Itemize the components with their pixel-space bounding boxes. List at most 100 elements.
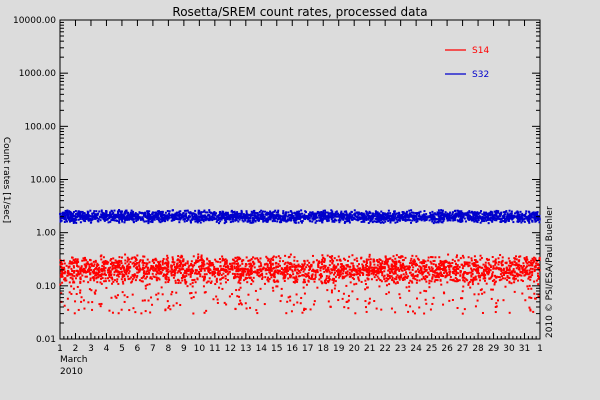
data-point bbox=[131, 215, 134, 218]
data-point bbox=[355, 282, 358, 285]
data-point bbox=[428, 282, 431, 285]
data-point bbox=[334, 284, 337, 287]
data-point bbox=[491, 279, 494, 282]
data-point bbox=[105, 210, 108, 213]
data-point-outlier bbox=[175, 291, 178, 294]
data-point bbox=[156, 218, 159, 221]
data-point bbox=[118, 271, 121, 274]
data-point bbox=[116, 273, 119, 276]
data-point bbox=[357, 211, 360, 214]
data-point bbox=[278, 270, 281, 273]
data-point bbox=[311, 211, 314, 214]
data-point bbox=[528, 269, 531, 272]
data-point bbox=[320, 273, 323, 276]
data-point bbox=[159, 221, 162, 224]
data-point bbox=[494, 274, 497, 277]
data-point bbox=[485, 268, 488, 271]
data-point bbox=[445, 217, 448, 220]
data-point bbox=[321, 275, 324, 278]
data-point-outlier bbox=[170, 293, 173, 296]
data-point bbox=[114, 267, 117, 270]
data-point bbox=[107, 261, 110, 264]
data-point bbox=[484, 211, 487, 214]
data-point bbox=[346, 220, 349, 223]
data-point bbox=[529, 214, 532, 217]
data-point bbox=[176, 262, 179, 265]
data-point bbox=[371, 212, 374, 215]
data-point bbox=[431, 270, 434, 273]
data-point bbox=[383, 274, 386, 277]
data-point-outlier bbox=[490, 288, 493, 291]
data-point bbox=[383, 216, 386, 219]
data-point bbox=[120, 215, 123, 218]
data-point-outlier bbox=[245, 307, 248, 310]
data-point bbox=[311, 273, 314, 276]
data-point bbox=[337, 269, 340, 272]
data-point-outlier bbox=[521, 292, 524, 295]
data-point bbox=[79, 272, 82, 275]
data-point bbox=[438, 212, 441, 215]
data-point bbox=[373, 271, 376, 274]
data-point bbox=[426, 271, 429, 274]
data-point bbox=[244, 278, 247, 281]
data-point bbox=[526, 218, 529, 221]
data-point bbox=[93, 269, 96, 272]
data-point bbox=[303, 260, 306, 263]
data-point bbox=[165, 267, 168, 270]
data-point bbox=[331, 269, 334, 272]
data-point bbox=[523, 271, 526, 274]
data-point bbox=[269, 273, 272, 276]
data-point bbox=[431, 220, 434, 223]
data-point bbox=[493, 281, 496, 284]
data-point bbox=[120, 260, 123, 263]
data-point bbox=[292, 273, 295, 276]
data-point bbox=[410, 257, 413, 260]
data-point bbox=[279, 214, 282, 217]
data-point bbox=[359, 274, 362, 277]
data-point-outlier bbox=[405, 304, 408, 307]
data-point bbox=[177, 255, 180, 258]
data-point bbox=[199, 275, 202, 278]
data-point bbox=[396, 220, 399, 223]
data-point bbox=[418, 218, 421, 221]
data-point bbox=[77, 211, 80, 214]
data-point bbox=[271, 267, 274, 270]
data-point bbox=[228, 270, 231, 273]
data-point bbox=[129, 266, 132, 269]
data-point bbox=[109, 270, 112, 273]
data-point bbox=[83, 263, 86, 266]
data-point bbox=[325, 211, 328, 214]
data-point bbox=[226, 265, 229, 268]
data-point bbox=[172, 217, 175, 220]
data-point bbox=[220, 218, 223, 221]
data-point bbox=[156, 212, 159, 215]
data-point bbox=[210, 218, 213, 221]
data-point bbox=[501, 215, 504, 218]
data-point bbox=[258, 217, 261, 220]
data-point bbox=[513, 216, 516, 219]
data-point bbox=[141, 216, 144, 219]
data-point bbox=[158, 220, 161, 223]
data-point bbox=[71, 214, 74, 217]
data-point bbox=[225, 261, 228, 264]
data-point bbox=[471, 283, 474, 286]
data-point bbox=[191, 265, 194, 268]
data-point bbox=[211, 272, 214, 275]
data-point bbox=[295, 218, 298, 221]
data-point bbox=[321, 258, 324, 261]
data-point bbox=[468, 210, 471, 213]
data-point bbox=[136, 254, 139, 257]
data-point bbox=[495, 266, 498, 269]
data-point bbox=[383, 266, 386, 269]
data-point bbox=[439, 218, 442, 221]
data-point-outlier bbox=[240, 303, 243, 306]
data-point bbox=[395, 254, 398, 257]
data-point bbox=[391, 259, 394, 262]
data-point bbox=[139, 259, 142, 262]
data-point bbox=[415, 215, 418, 218]
data-point bbox=[406, 218, 409, 221]
data-point bbox=[481, 272, 484, 275]
data-point bbox=[164, 211, 167, 214]
data-point bbox=[507, 264, 510, 267]
data-point bbox=[326, 270, 329, 273]
